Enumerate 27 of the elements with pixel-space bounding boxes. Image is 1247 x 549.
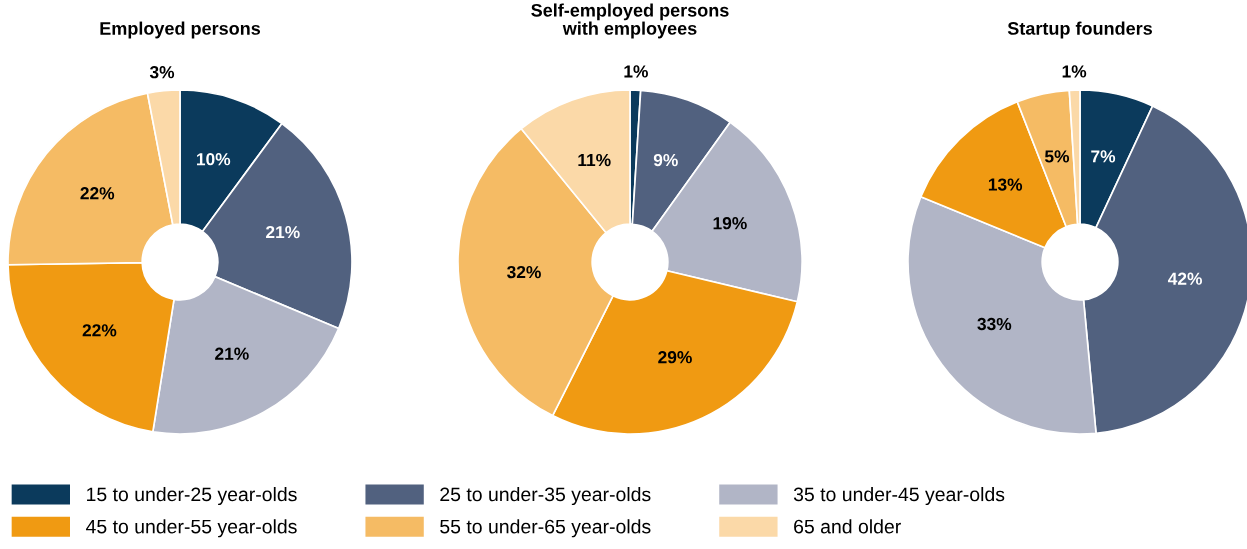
chart-title: Self-employed persons with employees [531,3,729,39]
data-label: 19% [713,217,747,230]
legend-label: 55 to under-65 year-olds [440,519,651,538]
chart-title: Employed persons [100,21,261,39]
data-label: 29% [658,351,692,364]
legend-label: 35 to under-45 year-olds [793,486,1005,506]
legend-label: 65 and older [794,519,901,534]
chart-title: Startup founders [1007,21,1152,39]
legend-label: 45 to under-55 year-olds [86,519,297,538]
data-label: 32% [507,265,541,279]
data-label: 3% [149,66,175,79]
data-label: 33% [977,317,1012,331]
data-label: 1% [1062,65,1087,78]
data-label: 21% [266,225,300,239]
data-label: 21% [215,347,249,360]
data-label: 5% [1044,150,1070,163]
data-label: 9% [653,153,678,167]
data-label: 10% [197,153,231,166]
data-label: 42% [1167,272,1202,285]
data-label: 11% [578,153,611,167]
data-label: 22% [80,187,115,200]
data-label: 7% [1091,150,1116,163]
data-label: 22% [82,324,117,337]
data-label: 1% [624,65,648,78]
legend-label: 15 to under-25 year-olds [87,486,297,506]
data-label: 13% [988,178,1023,191]
legend-label: 25 to under-35 year-olds [440,486,651,506]
